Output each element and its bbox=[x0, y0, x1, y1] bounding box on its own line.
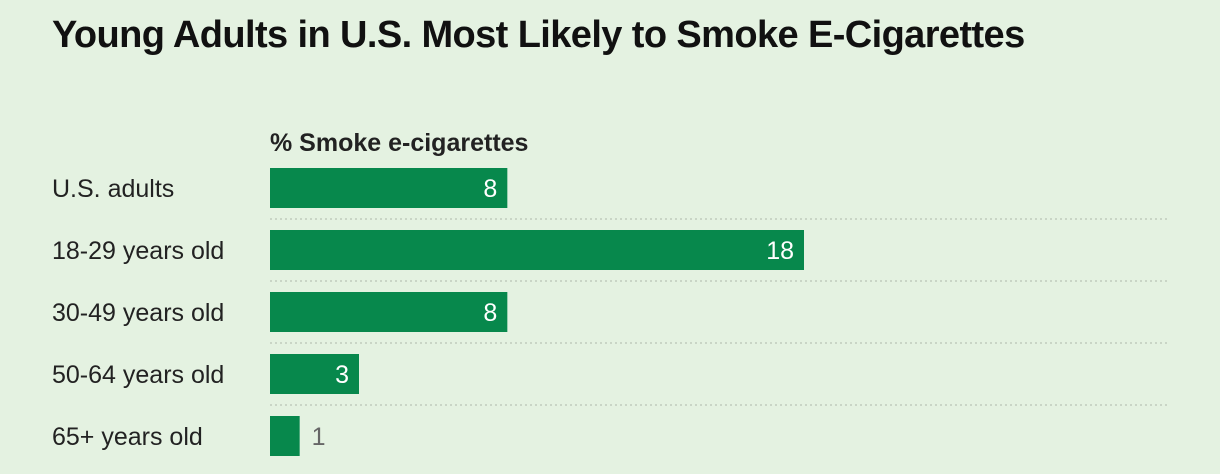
column-header: % Smoke e-cigarettes bbox=[270, 129, 528, 157]
value-label: 8 bbox=[483, 299, 497, 327]
chart-title: Young Adults in U.S. Most Likely to Smok… bbox=[52, 14, 1025, 56]
value-label: 8 bbox=[483, 175, 497, 203]
bar bbox=[270, 354, 359, 394]
value-label: 3 bbox=[335, 361, 349, 389]
bar bbox=[270, 168, 508, 208]
category-label: 50-64 years old bbox=[52, 361, 224, 389]
value-label: 18 bbox=[766, 237, 794, 265]
value-label: 1 bbox=[312, 423, 326, 451]
bar bbox=[270, 292, 508, 332]
category-label: U.S. adults bbox=[52, 175, 174, 203]
bar bbox=[270, 416, 300, 456]
category-label: 65+ years old bbox=[52, 423, 203, 451]
bar bbox=[270, 230, 804, 270]
category-label: 18-29 years old bbox=[52, 237, 224, 265]
category-label: 30-49 years old bbox=[52, 299, 224, 327]
